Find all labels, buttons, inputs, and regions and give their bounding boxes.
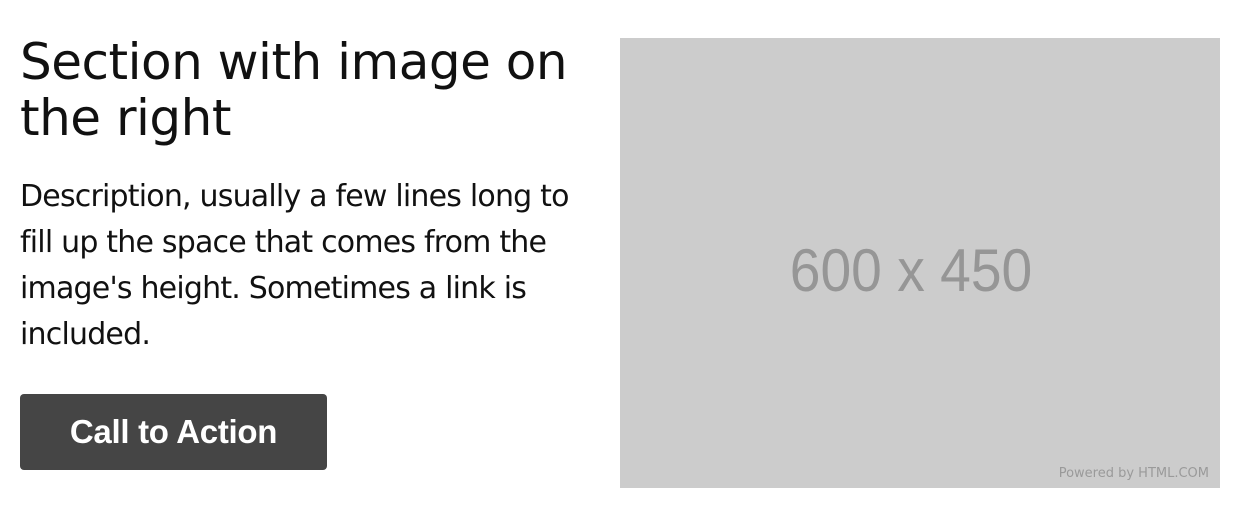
section-description: Description, usually a few lines long to…: [20, 179, 569, 352]
placeholder-dimensions-text: 600 x 450: [789, 237, 1033, 304]
image-placeholder: 600 x 450 Powered by HTML.COM: [620, 38, 1220, 488]
section-heading: Section with image on the right: [20, 33, 568, 147]
call-to-action-button[interactable]: Call to Action: [20, 394, 327, 470]
text-column: Section with image on the right Descript…: [20, 34, 600, 358]
powered-by-credit: Powered by HTML.COM: [1058, 466, 1209, 481]
